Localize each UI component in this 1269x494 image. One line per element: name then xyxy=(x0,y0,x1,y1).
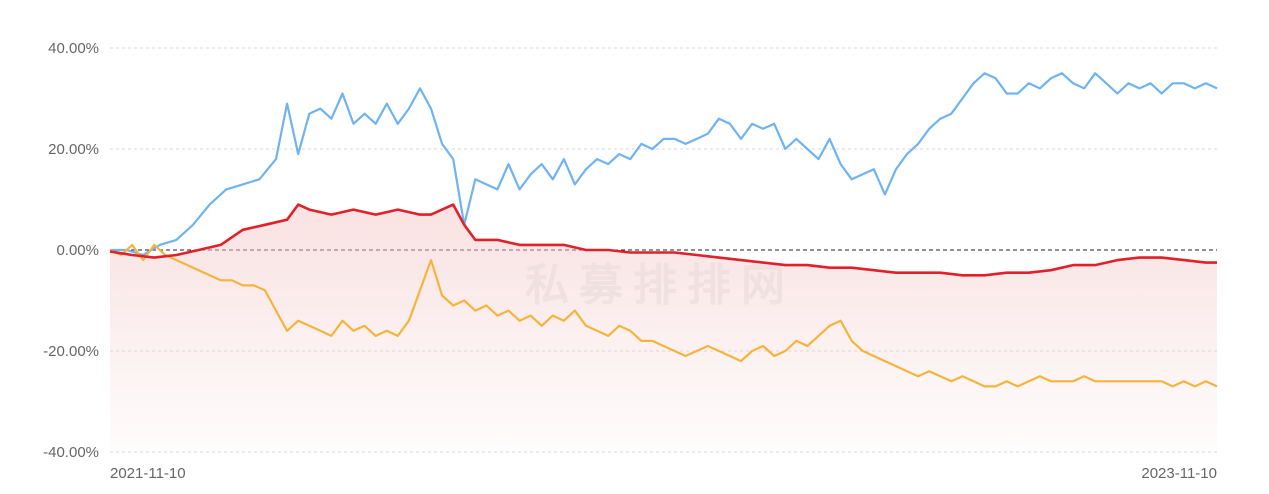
x-tick-label: 2021-11-10 xyxy=(110,465,186,482)
watermark-text: 私募排排网 xyxy=(525,260,795,311)
y-axis-ticks: 40.00% 20.00% 0.00% -20.00% -40.00% xyxy=(43,40,99,461)
main-series-area xyxy=(110,204,1217,452)
area-fill xyxy=(110,204,1217,452)
y-tick-label: -40.00% xyxy=(43,444,99,461)
y-tick-label: 20.00% xyxy=(48,141,99,158)
x-axis-ticks: 2021-11-10 2023-11-10 xyxy=(110,465,1217,482)
series-line-3 xyxy=(109,203,1217,277)
series-lines xyxy=(109,72,1218,388)
series-line-1 xyxy=(110,72,1218,257)
x-tick-label: 2023-11-10 xyxy=(1141,465,1217,482)
y-tick-label: 0.00% xyxy=(56,242,99,259)
series-line-2 xyxy=(109,243,1218,388)
y-tick-label: -20.00% xyxy=(43,343,99,360)
y-tick-label: 40.00% xyxy=(48,40,99,57)
